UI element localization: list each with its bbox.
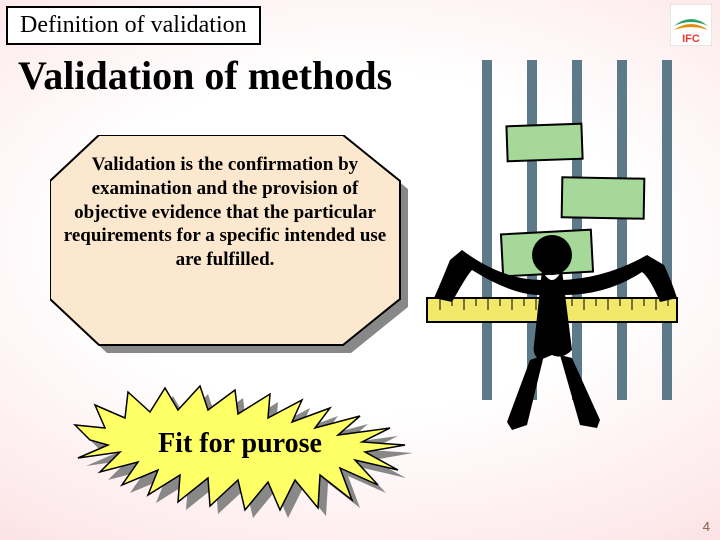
callout-text: Fit for purose	[70, 428, 410, 460]
header-box: Definition of validation	[6, 6, 261, 45]
logo-text: IFC	[682, 33, 700, 45]
definition-octagon: Validation is the confirmation by examin…	[50, 135, 400, 345]
definition-text: Validation is the confirmation by examin…	[50, 147, 400, 272]
slide-title: Validation of methods	[18, 52, 392, 99]
decorative-illustration	[412, 60, 692, 440]
callout-burst: Fit for purose	[70, 380, 410, 510]
header-label: Definition of validation	[20, 12, 247, 38]
page-number: 4	[703, 519, 710, 534]
slide: Definition of validation IFC Validation …	[0, 0, 720, 540]
ifc-logo: IFC	[670, 4, 712, 46]
